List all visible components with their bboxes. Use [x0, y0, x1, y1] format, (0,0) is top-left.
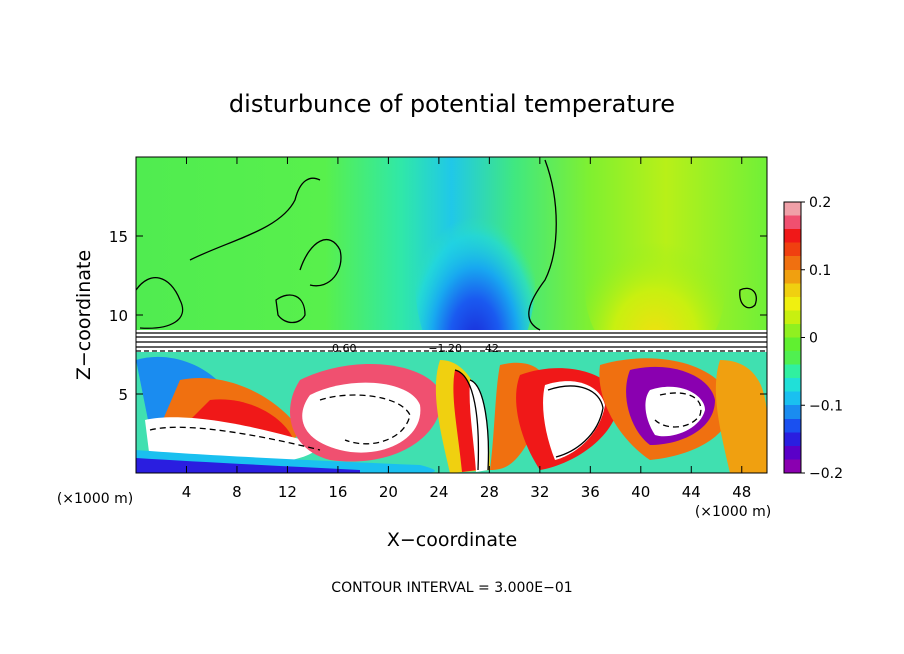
x-tick-label: 4 [182, 483, 192, 501]
stable-band-contours [136, 332, 767, 352]
x-tick-label: 44 [682, 483, 701, 501]
x-tick-label: 40 [631, 483, 650, 501]
x-tick-label: 36 [581, 483, 600, 501]
plot-area: 0.60 −1.20 42 [136, 157, 767, 473]
contour-label: 42 [485, 342, 499, 355]
x-tick-label: 8 [232, 483, 242, 501]
chart-title: disturbunce of potential temperature [229, 90, 675, 118]
y-axis-label: Z−coordinate [73, 250, 95, 380]
y-tick-label: 10 [109, 307, 128, 325]
x-tick-label: 20 [379, 483, 398, 501]
contour-labels: 0.60 −1.20 42 [332, 342, 499, 355]
x-tick-label: 12 [278, 483, 297, 501]
x-tick-label: 48 [732, 483, 751, 501]
contour-interval-note: CONTOUR INTERVAL = 3.000E−01 [331, 580, 572, 596]
colorbar-tick-label: −0.1 [809, 398, 843, 414]
y-tick-label: 5 [118, 386, 128, 404]
x-unit-right: (×1000 m) [695, 504, 771, 520]
colorbar [783, 201, 802, 474]
y-axis-ticks: 5 10 15 [109, 228, 767, 404]
contour-label: −1.20 [428, 342, 462, 355]
colorbar-tick-label: −0.2 [809, 466, 843, 482]
x-tick-label: 16 [328, 483, 347, 501]
x-unit-left: (×1000 m) [57, 491, 133, 507]
contour-label: 0.60 [332, 342, 357, 355]
contour-lines [136, 159, 757, 471]
y-tick-label: 15 [109, 228, 128, 246]
colorbar-tick-label: 0 [809, 331, 818, 347]
x-tick-label: 24 [429, 483, 448, 501]
x-axis-label: X−coordinate [387, 529, 517, 551]
x-tick-label: 32 [530, 483, 549, 501]
colorbar-ticks: 0.2 0.1 0 −0.1 −0.2 [801, 195, 843, 482]
colorbar-tick-label: 0.1 [809, 263, 831, 279]
x-tick-label: 28 [480, 483, 499, 501]
colorbar-tick-label: 0.2 [809, 195, 831, 211]
x-axis-ticks: 4 8 12 16 20 24 28 32 36 40 44 48 [182, 157, 751, 501]
